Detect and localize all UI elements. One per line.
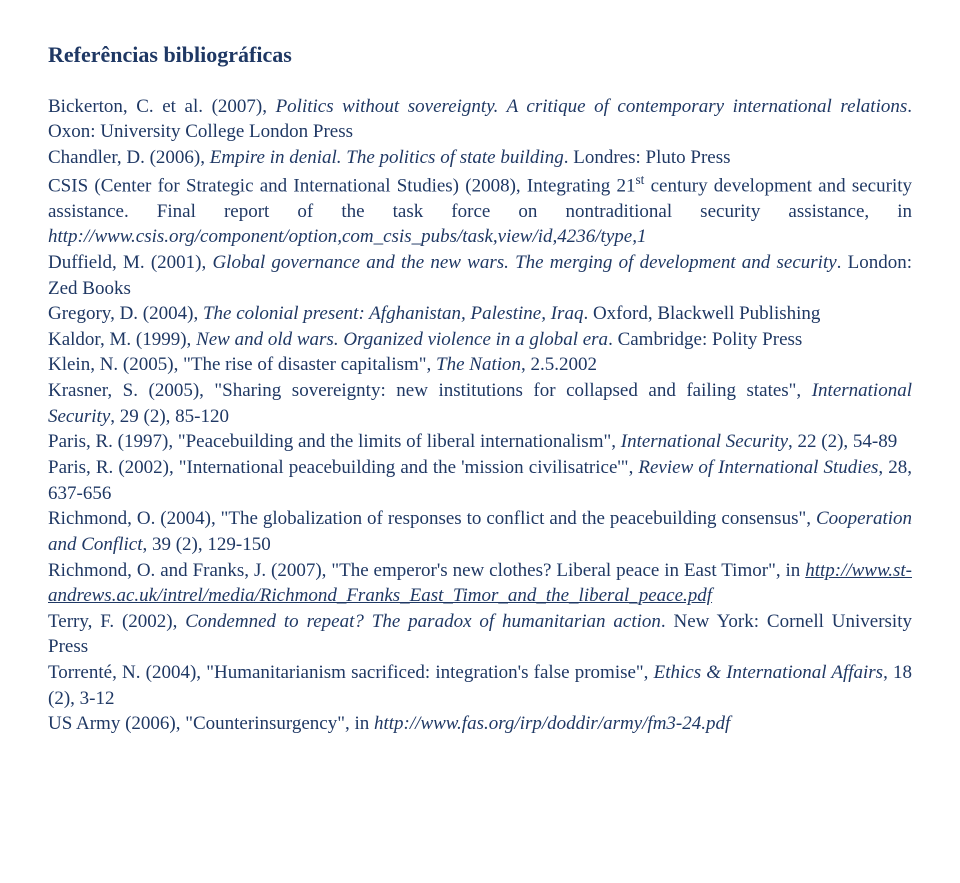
reference-entry: Richmond, O. and Franks, J. (2007), "The… [48,558,912,609]
reference-text: http://www.csis.org/component/option,com… [48,226,646,247]
reference-text: Bickerton, C. et al. (2007), [48,96,276,117]
reference-text: . Londres: Pluto Press [564,147,731,168]
reference-entry: Krasner, S. (2005), "Sharing sovereignty… [48,378,912,429]
reference-text: http://www.fas.org/irp/doddir/army/fm3-2… [374,713,730,734]
reference-text: Paris, R. (2002), "International peacebu… [48,457,638,478]
reference-entry: Klein, N. (2005), "The rise of disaster … [48,352,912,378]
reference-text: Review of International Studies [638,457,878,478]
reference-text: Richmond, O. and Franks, J. (2007), "The… [48,560,805,581]
reference-entry: CSIS (Center for Strategic and Internati… [48,171,912,250]
reference-text: Krasner, S. (2005), "Sharing sovereignty… [48,380,812,401]
reference-text: Klein, N. (2005), "The rise of disaster … [48,354,436,375]
reference-text: Condemned to repeat? The paradox of huma… [185,611,661,632]
reference-entry: US Army (2006), "Counterinsurgency", in … [48,711,912,737]
reference-text: , 39 (2), 129-150 [142,534,270,555]
reference-text: Terry, F. (2002), [48,611,185,632]
reference-entry: Chandler, D. (2006), Empire in denial. T… [48,145,912,171]
reference-text: , 2.5.2002 [521,354,597,375]
reference-text: CSIS (Center for Strategic and Internati… [48,175,635,196]
reference-text: New and old wars. Organized violence in … [196,329,608,350]
reference-text: The colonial present: Afghanistan, Pales… [203,303,584,324]
reference-text: Politics without sovereignty. A critique… [276,96,908,117]
reference-entry: Gregory, D. (2004), The colonial present… [48,301,912,327]
reference-text: Chandler, D. (2006), [48,147,210,168]
reference-text: Torrenté, N. (2004), "Humanitarianism sa… [48,662,654,683]
reference-text: International Security [621,431,788,452]
reference-text: Duffield, M. (2001), [48,252,212,273]
reference-text: Paris, R. (1997), "Peacebuilding and the… [48,431,621,452]
reference-text: Global governance and the new wars. The … [212,252,836,273]
reference-text: , 22 (2), 54-89 [788,431,897,452]
reference-text: Gregory, D. (2004), [48,303,203,324]
reference-entry: Torrenté, N. (2004), "Humanitarianism sa… [48,660,912,711]
reference-text: Richmond, O. (2004), "The globalization … [48,508,816,529]
reference-entry: Paris, R. (1997), "Peacebuilding and the… [48,429,912,455]
reference-entry: Bickerton, C. et al. (2007), Politics wi… [48,94,912,145]
references-list: Bickerton, C. et al. (2007), Politics wi… [48,94,912,737]
reference-text: US Army (2006), "Counterinsurgency", in [48,713,374,734]
reference-entry: Richmond, O. (2004), "The globalization … [48,506,912,557]
reference-text: Empire in denial. The politics of state … [210,147,564,168]
reference-text: . Cambridge: Polity Press [608,329,802,350]
reference-entry: Duffield, M. (2001), Global governance a… [48,250,912,301]
reference-text: . Oxford, Blackwell Publishing [583,303,820,324]
references-heading: Referências bibliográficas [48,40,912,70]
reference-text: Kaldor, M. (1999), [48,329,196,350]
reference-entry: Terry, F. (2002), Condemned to repeat? T… [48,609,912,660]
reference-entry: Paris, R. (2002), "International peacebu… [48,455,912,506]
reference-text: Ethics & International Affairs [654,662,883,683]
reference-text: , 29 (2), 85-120 [110,406,229,427]
reference-text: The Nation [436,354,521,375]
reference-entry: Kaldor, M. (1999), New and old wars. Org… [48,327,912,353]
